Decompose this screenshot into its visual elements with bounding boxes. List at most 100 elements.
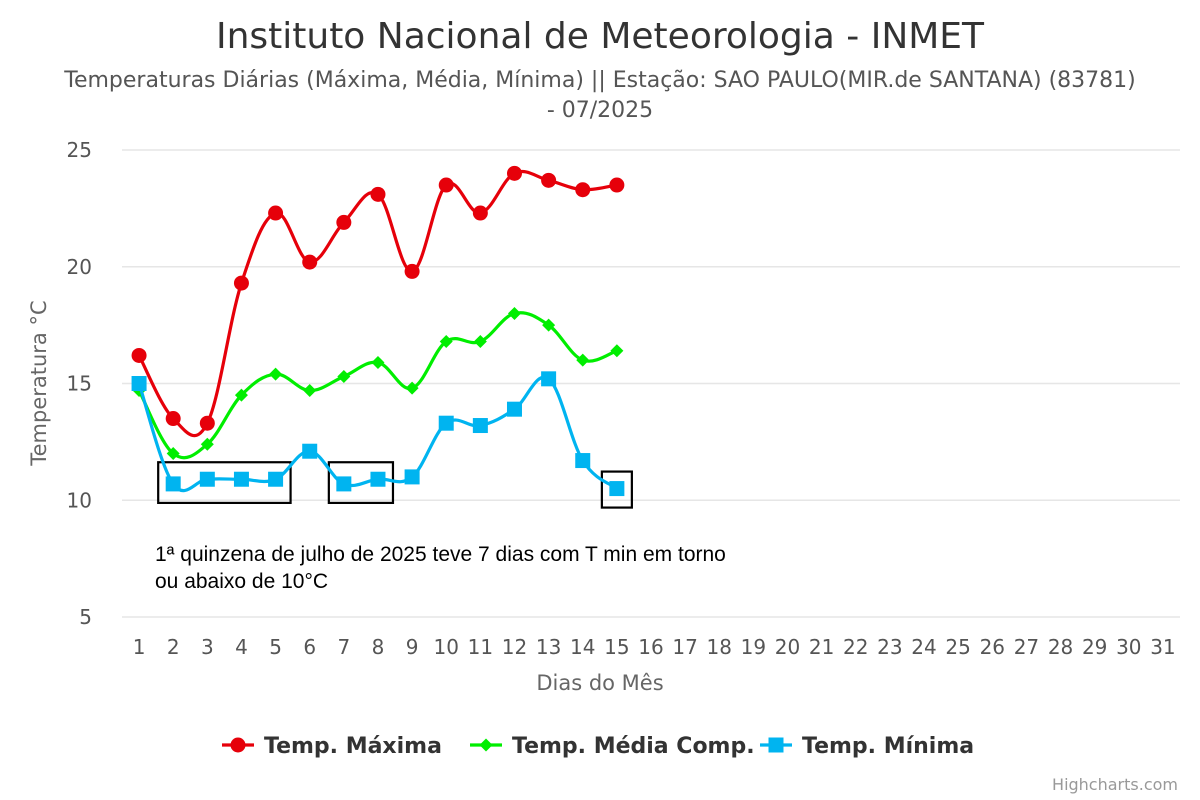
x-tick-label: 4 (235, 635, 248, 659)
legend-item[interactable]: Temp. Máxima (222, 734, 442, 759)
data-point[interactable] (609, 481, 625, 497)
x-tick-label: 27 (1014, 635, 1039, 659)
annotation-line2: ou abaixo de 10°C (155, 570, 328, 593)
data-point[interactable] (302, 443, 318, 459)
x-tick-label: 26 (980, 635, 1005, 659)
data-point[interactable] (269, 367, 283, 381)
data-point[interactable] (200, 437, 214, 451)
x-tick-label: 29 (1082, 635, 1107, 659)
chart-title: Instituto Nacional de Meteorologia - INM… (216, 16, 985, 57)
data-point[interactable] (507, 306, 521, 320)
x-tick-label: 5 (269, 635, 282, 659)
data-point[interactable] (199, 471, 215, 487)
series-max (131, 165, 625, 438)
chart-subtitle-line1: Temperaturas Diárias (Máxima, Média, Mín… (63, 68, 1135, 93)
data-point[interactable] (438, 177, 454, 193)
data-point[interactable] (165, 411, 181, 427)
data-point[interactable] (370, 186, 386, 202)
highlight-box (600, 470, 633, 509)
legend-marker (768, 737, 784, 753)
data-point[interactable] (541, 172, 557, 188)
data-point[interactable] (575, 453, 591, 469)
annotation-line1: 1ª quinzena de julho de 2025 teve 7 dias… (155, 543, 726, 566)
legend-item[interactable]: Temp. Mínima (760, 734, 974, 759)
data-point[interactable] (610, 344, 624, 358)
x-tick-label: 21 (809, 635, 834, 659)
y-axis-title: Temperatura °C (27, 300, 51, 466)
data-point[interactable] (268, 205, 284, 221)
data-point[interactable] (233, 275, 249, 291)
x-tick-label: 28 (1048, 635, 1073, 659)
legend-label: Temp. Máxima (264, 734, 442, 759)
y-axis-ticks: 5 10 15 20 25 (67, 138, 92, 629)
data-point[interactable] (233, 471, 249, 487)
data-point[interactable] (506, 401, 522, 417)
x-tick-label: 19 (741, 635, 766, 659)
highlight-box (157, 461, 292, 505)
data-point[interactable] (336, 214, 352, 230)
x-tick-label: 22 (843, 635, 868, 659)
data-point[interactable] (404, 263, 420, 279)
data-point[interactable] (542, 318, 556, 332)
data-point[interactable] (234, 388, 248, 402)
legend-marker (230, 737, 246, 753)
data-point[interactable] (302, 254, 318, 270)
legend-item[interactable]: Temp. Média Comp. (470, 734, 755, 759)
data-point[interactable] (371, 355, 385, 369)
data-point[interactable] (337, 369, 351, 383)
y-tick-label: 25 (67, 138, 92, 162)
x-tick-label: 18 (707, 635, 732, 659)
data-point[interactable] (439, 334, 453, 348)
x-tick-label: 9 (406, 635, 419, 659)
data-point[interactable] (131, 376, 147, 391)
data-point[interactable] (166, 447, 180, 461)
legend-marker (479, 738, 493, 752)
series-group (131, 165, 625, 497)
y-tick-label: 15 (67, 372, 92, 396)
x-tick-label: 11 (468, 635, 493, 659)
data-point[interactable] (472, 205, 488, 221)
x-tick-label: 2 (167, 635, 180, 659)
data-point[interactable] (199, 415, 215, 431)
data-point[interactable] (303, 384, 317, 398)
x-tick-label: 3 (201, 635, 214, 659)
data-point[interactable] (575, 182, 591, 198)
data-point[interactable] (131, 347, 147, 363)
y-tick-label: 5 (79, 605, 92, 629)
x-tick-label: 12 (502, 635, 527, 659)
x-tick-label: 13 (536, 635, 561, 659)
data-point[interactable] (472, 418, 488, 434)
legend-label: Temp. Média Comp. (512, 734, 755, 759)
x-axis-ticks: 1 2 3 4 5 6 7 8 9 10 11 12 13 14 15 16 17 18 19 20 21 22 23 24 2… (133, 635, 1176, 659)
data-point[interactable] (576, 353, 590, 367)
y-tick-label: 10 (67, 488, 92, 512)
x-tick-label: 8 (372, 635, 385, 659)
x-tick-label: 25 (945, 635, 970, 659)
data-point[interactable] (405, 381, 419, 395)
chart-subtitle-line2: - 07/2025 (547, 98, 653, 123)
series-line (137, 169, 618, 438)
x-tick-label: 30 (1116, 635, 1141, 659)
x-tick-label: 31 (1150, 635, 1175, 659)
data-point[interactable] (473, 334, 487, 348)
data-point[interactable] (438, 415, 454, 431)
data-point[interactable] (609, 177, 625, 193)
x-tick-label: 23 (877, 635, 902, 659)
x-tick-label: 17 (672, 635, 697, 659)
x-tick-label: 1 (133, 635, 146, 659)
legend: Temp. Máxima Temp. Média Comp. Temp. Mínim… (222, 734, 974, 759)
x-tick-label: 14 (570, 635, 595, 659)
grid-lines (122, 149, 1180, 618)
data-point[interactable] (165, 476, 181, 492)
data-point[interactable] (404, 469, 420, 485)
x-tick-label: 10 (433, 635, 458, 659)
data-point[interactable] (506, 165, 522, 181)
series-min (131, 371, 625, 497)
x-tick-label: 15 (604, 635, 629, 659)
data-point[interactable] (370, 471, 386, 487)
credits: Highcharts.com (1052, 775, 1178, 794)
data-point[interactable] (541, 371, 557, 387)
data-point[interactable] (336, 476, 352, 492)
x-tick-label: 7 (337, 635, 350, 659)
data-point[interactable] (268, 471, 284, 487)
